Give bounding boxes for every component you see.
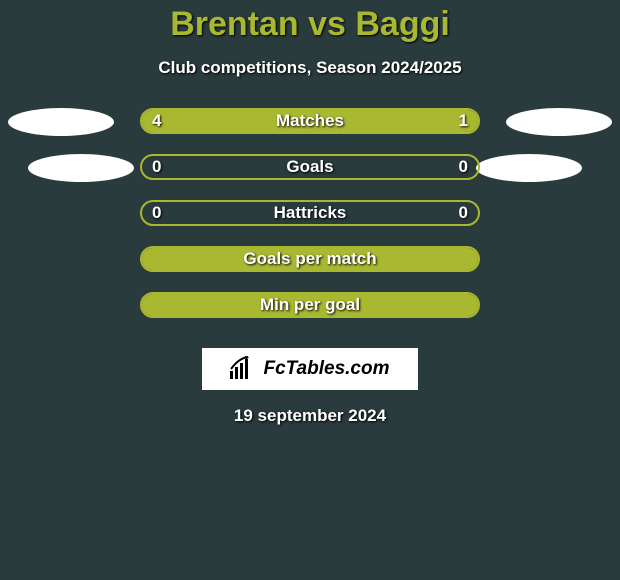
bar-fill-left (142, 248, 478, 270)
stat-bar (140, 246, 480, 272)
stat-value-left: 0 (152, 200, 161, 226)
stat-row: 00Hattricks (0, 200, 620, 246)
stat-bar (140, 292, 480, 318)
stat-row: Min per goal (0, 292, 620, 338)
bar-fill-left (142, 110, 411, 132)
stat-bar (140, 154, 480, 180)
stat-row: Goals per match (0, 246, 620, 292)
stat-value-right: 0 (459, 200, 468, 226)
stat-value-left: 4 (152, 108, 161, 134)
bar-fill-left (142, 294, 478, 316)
stat-value-left: 0 (152, 154, 161, 180)
stats-card: Brentan vs Baggi Club competitions, Seas… (0, 0, 620, 580)
stat-value-right: 0 (459, 154, 468, 180)
stat-bar (140, 108, 480, 134)
source-logo[interactable]: FcTables.com (202, 348, 418, 390)
player-left-ellipse (28, 154, 134, 182)
stat-row: 41Matches (0, 108, 620, 154)
player-right-ellipse (476, 154, 582, 182)
stats-rows: 41Matches00Goals00HattricksGoals per mat… (0, 108, 620, 338)
player-right-ellipse (506, 108, 612, 136)
date-text: 19 september 2024 (0, 406, 620, 426)
stat-value-right: 1 (459, 108, 468, 134)
stat-bar (140, 200, 480, 226)
stat-row: 00Goals (0, 154, 620, 200)
card-subtitle: Club competitions, Season 2024/2025 (0, 58, 620, 78)
logo-text: FcTables.com (263, 358, 389, 380)
player-left-ellipse (8, 108, 114, 136)
card-title: Brentan vs Baggi (0, 5, 620, 44)
bars-icon (230, 355, 260, 384)
